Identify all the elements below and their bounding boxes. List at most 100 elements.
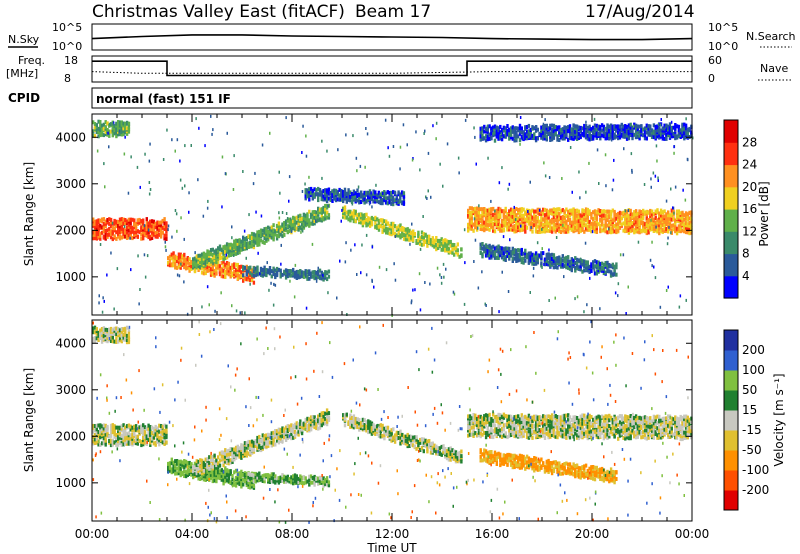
echo-cell-6 xyxy=(636,227,639,232)
echo-cell-3 xyxy=(256,272,259,277)
echo-cell-4 xyxy=(390,224,393,229)
echo-cell-1 xyxy=(206,475,209,480)
scatter-cell xyxy=(144,152,146,156)
echo-cell-0 xyxy=(145,224,148,229)
echo-cell-5 xyxy=(334,198,338,203)
echo-cell-1 xyxy=(215,468,218,473)
echo-cell-2 xyxy=(211,258,214,263)
echo-cell-7 xyxy=(572,258,575,263)
echo-cell-9 xyxy=(572,133,575,138)
echo-cell-5 xyxy=(320,190,323,195)
echo-cell-8 xyxy=(95,130,98,134)
echo-cell-6 xyxy=(659,216,663,221)
echo-cell-0 xyxy=(145,231,148,235)
echo-cell-6 xyxy=(563,215,566,220)
echo-cell-2 xyxy=(293,225,297,230)
echo-cell-2 xyxy=(234,245,238,250)
echo-cell-1 xyxy=(172,469,175,474)
echo-cell-2 xyxy=(209,454,213,459)
echo-cell-2 xyxy=(220,248,223,253)
echo-cell-6 xyxy=(595,219,598,224)
echo-cell-8 xyxy=(100,123,104,128)
echo-cell-9 xyxy=(542,124,545,129)
echo-cell-0 xyxy=(109,431,113,436)
echo-cell-6 xyxy=(631,212,634,217)
echo-cell-0 xyxy=(125,424,129,429)
scatter-cell xyxy=(418,272,421,276)
echo-cell-3 xyxy=(313,276,316,281)
echo-cell-9 xyxy=(668,122,672,127)
scatter-cell xyxy=(98,294,100,298)
echo-cell-9 xyxy=(515,126,518,131)
echo-cell-6 xyxy=(567,218,570,222)
echo-cell-5 xyxy=(306,194,309,199)
scatter-cell xyxy=(315,279,318,283)
echo-cell-2 xyxy=(247,241,250,246)
echo-cell-0 xyxy=(159,431,163,436)
echo-cell-4 xyxy=(417,230,420,235)
scatter-cell xyxy=(371,205,373,209)
echo-cell-6 xyxy=(600,228,604,233)
echo-cell-0 xyxy=(149,427,152,432)
echo-cell-0 xyxy=(124,425,127,430)
echo-cell-2 xyxy=(209,258,213,262)
scatter-cell xyxy=(375,183,377,187)
echo-cell-0 xyxy=(118,234,122,239)
echo-cell-9 xyxy=(545,129,548,134)
scatter-cell xyxy=(683,127,685,131)
scatter-cell xyxy=(500,132,502,136)
scatter-cell xyxy=(599,307,601,311)
echo-cell-6 xyxy=(690,230,693,235)
echo-cell-5 xyxy=(349,190,352,195)
echo-cell-2 xyxy=(199,257,202,262)
echo-cell-6 xyxy=(684,221,688,226)
scatter-cell xyxy=(440,281,443,285)
echo-cell-2 xyxy=(211,455,214,459)
echo-cell-7 xyxy=(500,248,504,253)
echo-cell-8 xyxy=(95,123,98,128)
echo-cell-4 xyxy=(342,208,345,213)
echo-cell-0 xyxy=(117,425,120,430)
echo-cell-8 xyxy=(111,124,114,129)
echo-cell-6 xyxy=(547,221,550,226)
echo-cell-2 xyxy=(297,214,300,219)
echo-cell-4 xyxy=(433,244,436,249)
echo-cell-2 xyxy=(224,459,227,464)
echo-cell-7 xyxy=(559,257,563,262)
echo-cell-6 xyxy=(484,212,488,217)
echo-cell-2 xyxy=(243,237,247,241)
echo-cell-0 xyxy=(136,436,139,441)
echo-cell-7 xyxy=(495,255,498,260)
scatter-cell xyxy=(463,228,466,232)
echo-cell-0 xyxy=(95,227,98,232)
echo-cell-1 xyxy=(245,480,248,485)
echo-cell-4 xyxy=(431,236,434,241)
echo-cell-5 xyxy=(343,192,347,197)
echo-cell-9 xyxy=(529,127,532,132)
echo-cell-6 xyxy=(656,218,659,223)
echo-cell-1 xyxy=(227,475,231,480)
echo-cell-9 xyxy=(508,127,511,132)
echo-cell-2 xyxy=(293,216,297,221)
echo-cell-0 xyxy=(95,427,98,432)
scatter-cell xyxy=(429,282,431,286)
echo-cell-0 xyxy=(99,423,102,428)
echo-cell-0 xyxy=(118,220,122,225)
echo-cell-0 xyxy=(115,223,118,228)
echo-cell-0 xyxy=(120,442,123,447)
echo-cell-7 xyxy=(515,259,518,263)
echo-cell-9 xyxy=(500,127,504,132)
echo-cell-2 xyxy=(324,207,327,212)
echo-cell-0 xyxy=(150,431,154,435)
echo-cell-6 xyxy=(684,211,688,216)
echo-cell-9 xyxy=(633,132,636,137)
echo-cell-5 xyxy=(315,192,318,197)
echo-cell-0 xyxy=(129,225,132,230)
echo-cell-8 xyxy=(106,121,109,126)
echo-cell-0 xyxy=(104,432,107,437)
echo-cell-6 xyxy=(684,225,688,230)
echo-cell-1 xyxy=(172,464,175,469)
echo-cell-6 xyxy=(652,217,656,222)
echo-cell-3 xyxy=(250,272,254,277)
echo-cell-6 xyxy=(534,224,538,229)
